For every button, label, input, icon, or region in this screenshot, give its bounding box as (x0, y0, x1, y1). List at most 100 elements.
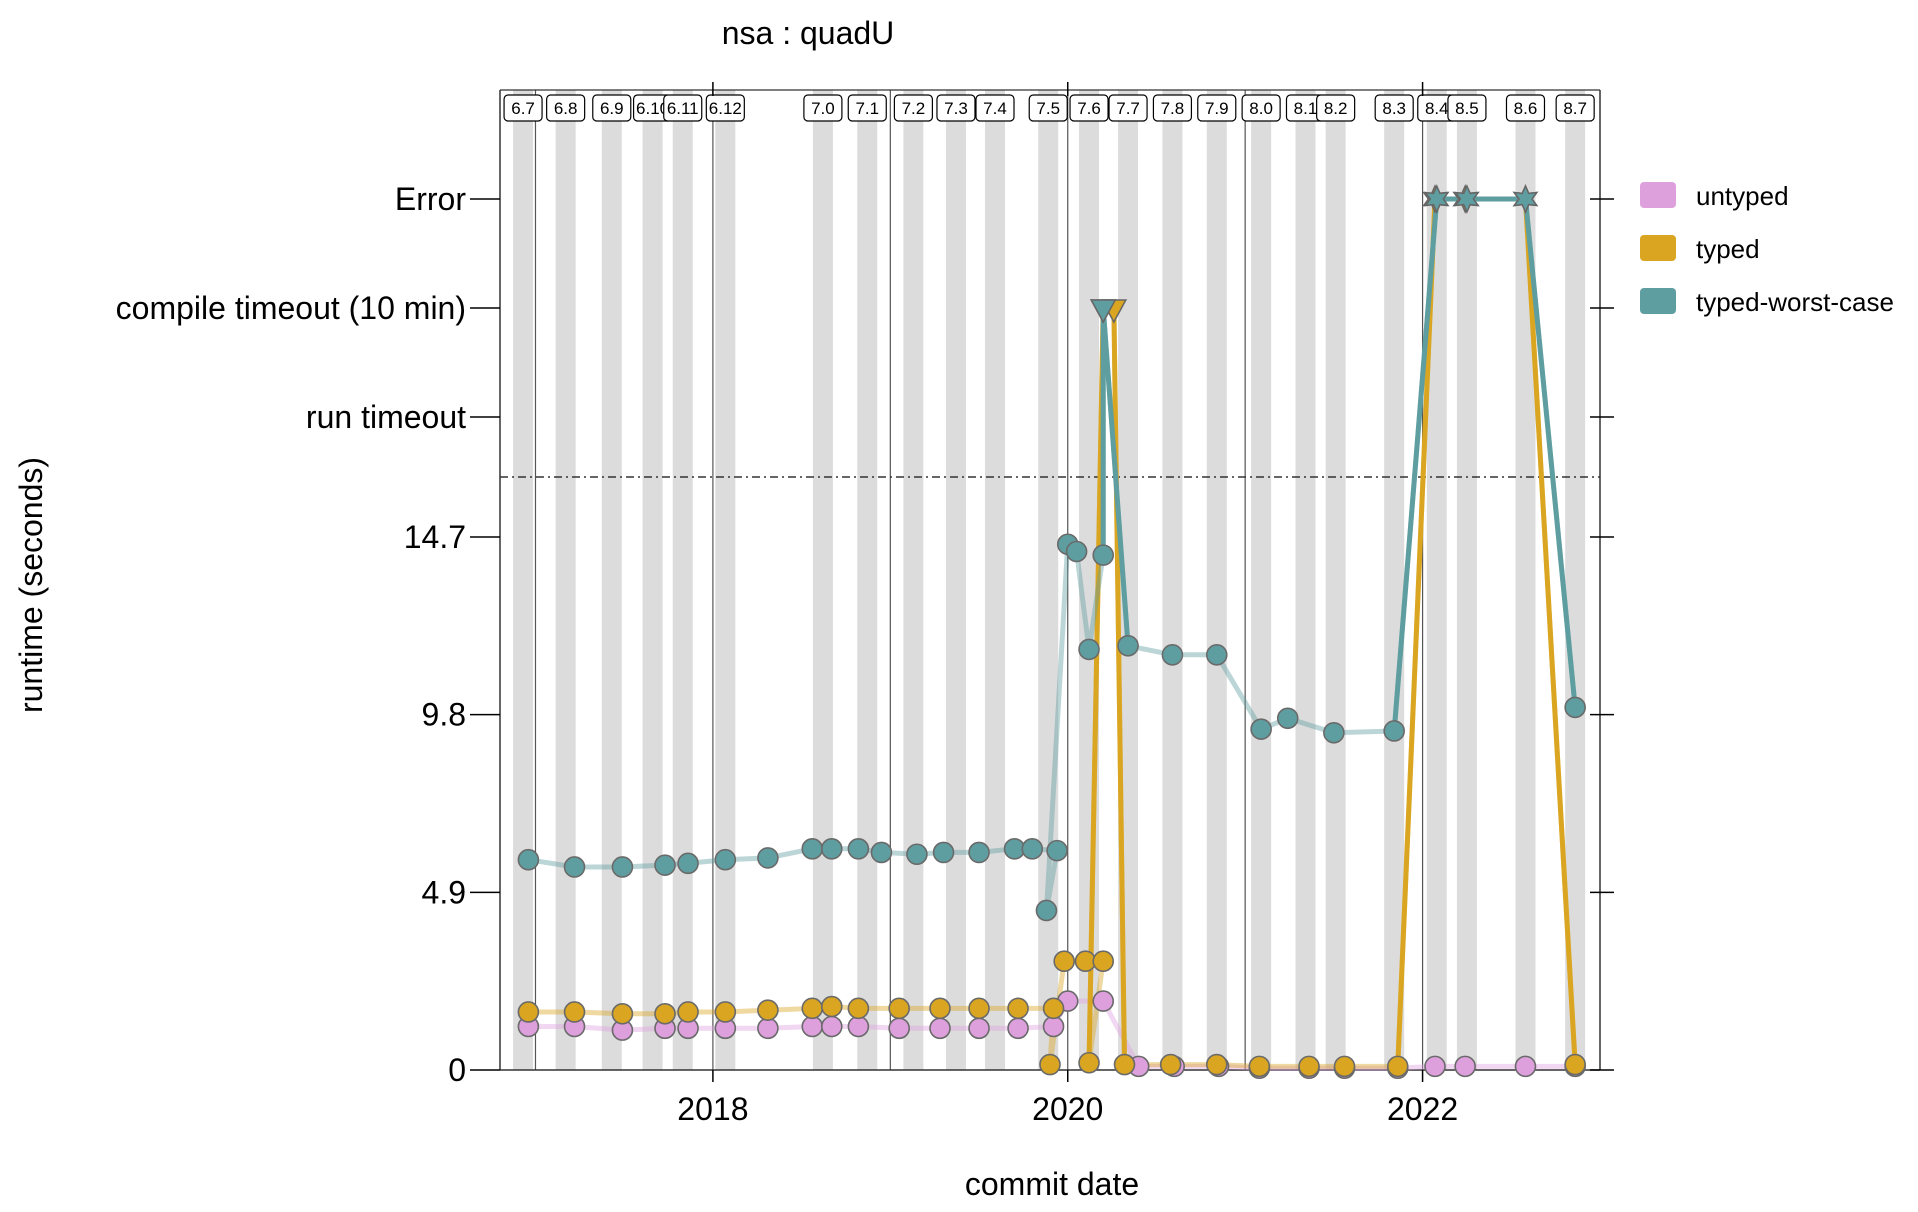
release-label-box (1152, 94, 1193, 122)
release-label: 8.5 (1455, 99, 1479, 118)
data-point-typed (1039, 1053, 1061, 1076)
release-label-box (546, 94, 586, 122)
series-jump-typed-worst-case (1100, 307, 1131, 646)
y-axis: 0 4.9 9.8 14.7 run timeout compile timeout (1… (116, 181, 1614, 1088)
data-point-typed (1333, 1055, 1356, 1078)
data-point-untyped (929, 1017, 951, 1040)
series-jump-typed (1111, 307, 1128, 1065)
release-label: 7.0 (811, 99, 835, 118)
series-markers (517, 184, 1586, 1079)
release-label-box (1241, 94, 1281, 122)
data-point-typed (757, 999, 779, 1021)
data-point-untyped (1007, 1017, 1029, 1040)
data-point-typed-worst-case (611, 856, 634, 878)
data-point-untyped (888, 1017, 910, 1040)
data-point-typed-worst-case (1117, 634, 1139, 657)
release-band (642, 90, 663, 1070)
data-point-untyped (968, 1017, 990, 1040)
release-band (1295, 90, 1316, 1070)
y-tick-label: 0 (448, 1052, 466, 1088)
x-tick-label: 2020 (1032, 1091, 1103, 1127)
data-point-typed-worst-case (801, 838, 824, 860)
legend: untyped typed typed-worst-case (1640, 181, 1894, 317)
data-point-untyped (1424, 1055, 1446, 1078)
release-label-box (1108, 94, 1148, 122)
data-point-typed-worst-case (1423, 184, 1450, 214)
release-band (945, 90, 966, 1070)
y-tick-label: 4.9 (422, 874, 466, 910)
year-lines (534, 90, 1424, 1070)
release-label: 8.4 (1425, 99, 1449, 118)
data-point-typed (1386, 1055, 1409, 1078)
release-label: 7.5 (1036, 99, 1060, 118)
data-point-typed (677, 1001, 699, 1023)
data-point-typed-worst-case (1454, 184, 1480, 214)
release-label-box (1447, 94, 1487, 122)
release-label-box (592, 94, 632, 122)
y-tick-label: 9.8 (422, 697, 466, 733)
data-point-typed (1298, 1055, 1320, 1078)
release-band (1565, 90, 1586, 1070)
series-line-untyped (528, 998, 1576, 1071)
plot-frame (499, 89, 1601, 1071)
release-label-box (1374, 94, 1414, 122)
data-point-typed (801, 997, 824, 1020)
data-point-typed (929, 997, 951, 1020)
release-label-box (803, 94, 843, 122)
release-label: 6.9 (600, 99, 624, 118)
release-label: 6.11 (667, 99, 699, 118)
data-point-typed (1053, 950, 1075, 973)
release-label-box (1505, 94, 1546, 122)
release-label: 6.10 (636, 99, 669, 118)
data-point-typed-worst-case (1035, 899, 1058, 922)
release-band (555, 90, 576, 1070)
release-band (1162, 90, 1183, 1070)
data-point-typed (1078, 1051, 1100, 1074)
release-label-box (1028, 94, 1068, 122)
data-point-typed (1113, 1053, 1136, 1076)
release-label-box (847, 94, 887, 122)
release-label: 7.4 (983, 99, 1007, 118)
y-tick-label: 14.7 (404, 519, 466, 555)
x-axis-label: commit date (965, 1166, 1139, 1202)
release-label-box (705, 94, 745, 122)
data-point-typed-worst-case (1046, 839, 1068, 862)
release-band (1384, 90, 1405, 1070)
data-point-typed-worst-case (847, 838, 870, 860)
series-jump-typed-worst-case (1391, 198, 1440, 732)
x-tick-label: 2022 (1387, 1091, 1458, 1127)
release-label: 8.3 (1382, 99, 1406, 118)
data-point-typed-worst-case (517, 848, 540, 871)
release-label-box (503, 94, 543, 122)
release-label-box (663, 94, 703, 122)
release-label: 6.7 (511, 99, 535, 118)
data-point-typed (1205, 1053, 1228, 1076)
data-point-typed-worst-case (1564, 696, 1586, 719)
data-point-typed-worst-case (1161, 644, 1184, 666)
release-label: 7.8 (1161, 99, 1185, 118)
data-point-typed-worst-case (563, 856, 586, 878)
release-label-box (1555, 94, 1595, 122)
data-point-typed-worst-case (1078, 638, 1100, 661)
y-tick-label: compile timeout (10 min) (116, 290, 466, 326)
release-band (715, 90, 736, 1070)
data-point-typed (563, 1001, 586, 1023)
series-line-typed-worst-case (528, 196, 1578, 913)
legend-swatch-untyped (1640, 182, 1676, 208)
data-point-typed-worst-case (1021, 838, 1044, 860)
release-label-box (1316, 94, 1356, 122)
series-jump-typed (1522, 198, 1578, 1065)
data-point-typed-worst-case (757, 847, 779, 869)
release-label: 7.7 (1116, 99, 1140, 118)
data-point-typed (517, 1001, 540, 1023)
data-point-typed (1564, 1053, 1586, 1076)
release-label: 8.1 (1294, 99, 1318, 118)
data-point-untyped (1454, 1055, 1476, 1078)
release-band (1325, 90, 1346, 1070)
data-point-typed-worst-case (870, 841, 893, 864)
release-band (1251, 90, 1272, 1070)
release-band (1515, 90, 1536, 1070)
data-point-typed-worst-case (968, 841, 990, 864)
legend-label-typed: typed (1696, 234, 1760, 264)
